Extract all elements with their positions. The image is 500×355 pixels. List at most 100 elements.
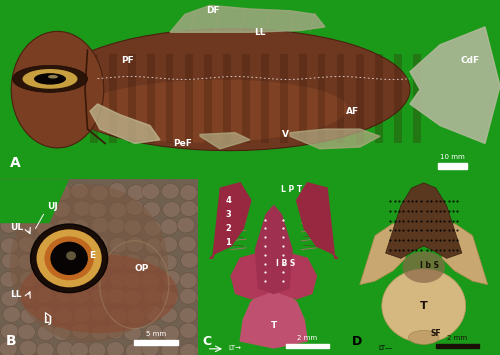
Text: LJ: LJ — [44, 316, 52, 326]
Ellipse shape — [35, 201, 52, 216]
Ellipse shape — [124, 273, 142, 289]
Text: LL: LL — [254, 28, 266, 37]
Ellipse shape — [142, 184, 160, 200]
Bar — [109, 54, 116, 143]
Ellipse shape — [160, 290, 178, 306]
Ellipse shape — [0, 201, 18, 217]
Ellipse shape — [54, 184, 72, 200]
Bar — [166, 54, 173, 143]
Ellipse shape — [1, 291, 19, 306]
Ellipse shape — [197, 326, 214, 342]
Bar — [147, 54, 154, 143]
Ellipse shape — [142, 255, 160, 271]
Ellipse shape — [198, 237, 216, 253]
Ellipse shape — [109, 308, 127, 324]
Ellipse shape — [36, 220, 54, 236]
Ellipse shape — [108, 288, 126, 304]
Bar — [438, 164, 466, 169]
Polygon shape — [256, 206, 292, 294]
Ellipse shape — [0, 238, 18, 254]
Bar — [375, 54, 382, 143]
Ellipse shape — [88, 202, 106, 218]
Ellipse shape — [0, 217, 18, 233]
Text: B: B — [6, 334, 16, 348]
Ellipse shape — [74, 201, 91, 216]
Text: D: D — [352, 335, 362, 348]
Ellipse shape — [110, 237, 127, 253]
Text: E: E — [89, 251, 95, 260]
Ellipse shape — [109, 202, 127, 218]
Text: UL: UL — [10, 223, 23, 232]
Ellipse shape — [106, 323, 124, 339]
Circle shape — [36, 229, 102, 287]
Ellipse shape — [91, 217, 109, 233]
Circle shape — [48, 75, 58, 78]
Bar — [185, 54, 192, 143]
Ellipse shape — [402, 251, 445, 283]
Ellipse shape — [108, 182, 126, 198]
Polygon shape — [240, 285, 308, 348]
Ellipse shape — [0, 341, 17, 355]
Ellipse shape — [110, 272, 128, 288]
Ellipse shape — [18, 254, 36, 270]
Text: OP: OP — [134, 264, 148, 273]
Ellipse shape — [90, 185, 108, 201]
Ellipse shape — [19, 288, 36, 304]
Bar — [286, 344, 329, 348]
Polygon shape — [290, 129, 380, 149]
Ellipse shape — [124, 219, 142, 235]
Ellipse shape — [124, 254, 142, 270]
Circle shape — [22, 69, 78, 89]
Ellipse shape — [91, 288, 109, 304]
Ellipse shape — [20, 308, 38, 324]
Ellipse shape — [37, 325, 55, 340]
Ellipse shape — [162, 271, 180, 286]
Ellipse shape — [90, 306, 108, 322]
Ellipse shape — [20, 272, 37, 288]
Ellipse shape — [91, 324, 109, 340]
Ellipse shape — [72, 323, 90, 339]
Text: 1: 1 — [225, 238, 231, 247]
Bar — [318, 54, 326, 143]
Ellipse shape — [2, 185, 21, 201]
Ellipse shape — [197, 271, 215, 286]
Ellipse shape — [18, 324, 36, 340]
Text: L P T: L P T — [282, 185, 302, 194]
Bar — [134, 340, 178, 345]
Ellipse shape — [142, 202, 160, 217]
Ellipse shape — [126, 343, 144, 355]
Text: LT―: LT― — [378, 345, 392, 351]
Text: 10 mm: 10 mm — [440, 154, 464, 159]
Ellipse shape — [197, 185, 215, 200]
Ellipse shape — [36, 342, 54, 355]
Polygon shape — [210, 183, 251, 258]
Ellipse shape — [144, 305, 162, 321]
Ellipse shape — [18, 236, 36, 252]
Ellipse shape — [20, 254, 178, 333]
Ellipse shape — [144, 220, 162, 236]
Ellipse shape — [161, 343, 179, 355]
Ellipse shape — [180, 201, 198, 217]
Ellipse shape — [106, 253, 124, 268]
Ellipse shape — [36, 183, 54, 199]
Text: LL: LL — [10, 290, 22, 299]
Ellipse shape — [56, 288, 74, 304]
Bar — [128, 54, 136, 143]
Ellipse shape — [73, 80, 347, 143]
Ellipse shape — [179, 307, 197, 323]
Polygon shape — [90, 104, 160, 143]
Ellipse shape — [160, 307, 178, 323]
Text: I b S: I b S — [420, 261, 440, 270]
Text: 4: 4 — [225, 196, 231, 205]
Bar — [356, 54, 364, 143]
Circle shape — [34, 73, 66, 84]
Ellipse shape — [88, 272, 106, 288]
Circle shape — [30, 224, 108, 293]
Ellipse shape — [196, 343, 214, 355]
Ellipse shape — [19, 185, 37, 200]
Ellipse shape — [88, 342, 106, 355]
Ellipse shape — [198, 219, 216, 234]
Ellipse shape — [408, 331, 439, 344]
Circle shape — [44, 236, 94, 280]
Text: UJ: UJ — [48, 202, 58, 211]
